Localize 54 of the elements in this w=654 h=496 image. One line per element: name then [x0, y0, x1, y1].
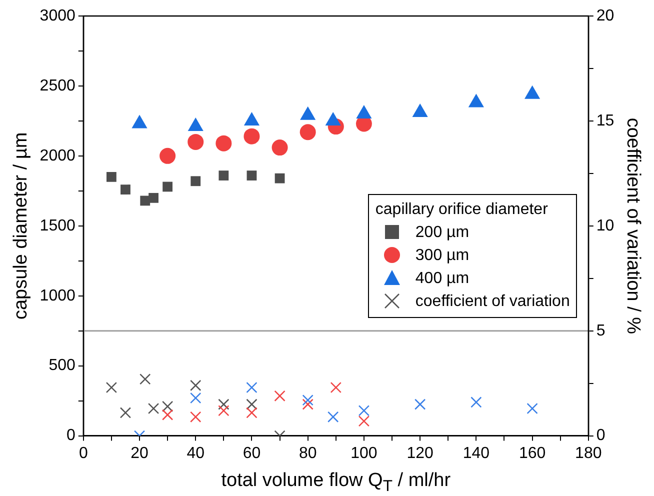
legend-label: coefficient of variation	[415, 292, 570, 312]
legend-label: 400 µm	[415, 268, 470, 289]
y2-tick-label: 15	[596, 112, 614, 130]
point	[140, 374, 151, 385]
x-axis-title: total volume flow Q$_{T}$ / ml/hr	[220, 470, 452, 496]
y-tick-label: 1500	[40, 217, 76, 234]
point	[106, 382, 118, 394]
y-tick-label: 1000	[40, 287, 76, 304]
x-tick-label: 140	[462, 444, 490, 462]
point	[526, 402, 538, 414]
y-tick-label: 500	[48, 357, 76, 374]
point	[470, 396, 482, 408]
legend-title: capillary orifice diameter	[375, 200, 549, 220]
y2-tick-label: 10	[596, 217, 614, 234]
x-tick-label: 40	[186, 444, 205, 462]
x-tick-label: 180	[575, 444, 602, 462]
point	[246, 382, 258, 394]
legend-label: 200 µm	[415, 222, 470, 243]
x-tick-label: 160	[518, 444, 546, 462]
point	[246, 407, 258, 418]
point	[218, 405, 230, 416]
point	[302, 394, 314, 406]
point	[327, 411, 339, 423]
x-tick-label: 0	[78, 444, 88, 462]
point	[358, 416, 370, 427]
y2-tick-label: 5	[596, 322, 606, 340]
legend-label: 300 µm	[415, 246, 470, 266]
point	[190, 392, 202, 404]
point	[302, 398, 314, 410]
y-tick-label: 2000	[40, 147, 76, 164]
x-tick-label: 120	[406, 444, 434, 462]
point	[120, 407, 132, 418]
x-tick-label: 80	[298, 444, 317, 462]
point	[358, 405, 370, 416]
y-tick-label: 0	[66, 427, 76, 444]
point	[148, 402, 160, 414]
point	[162, 409, 174, 420]
point	[190, 411, 202, 423]
y2-tick-label: 0	[596, 427, 606, 444]
point	[246, 398, 258, 410]
x-tick-label: 20	[130, 444, 149, 462]
y-tick-label: 2500	[40, 77, 76, 94]
y-tick-label: 3000	[40, 7, 76, 24]
point	[162, 400, 174, 412]
point	[190, 380, 202, 392]
point	[218, 398, 230, 410]
y-axis-title: capsule diameter / µm	[10, 132, 32, 320]
point	[274, 390, 286, 402]
y2-axis-title: coefficient of variation / %	[622, 118, 644, 334]
point	[414, 398, 426, 410]
point	[330, 382, 342, 394]
y2-tick-label: 20	[596, 7, 614, 24]
x-tick-label: 100	[350, 444, 378, 462]
x-tick-label: 60	[242, 444, 261, 462]
